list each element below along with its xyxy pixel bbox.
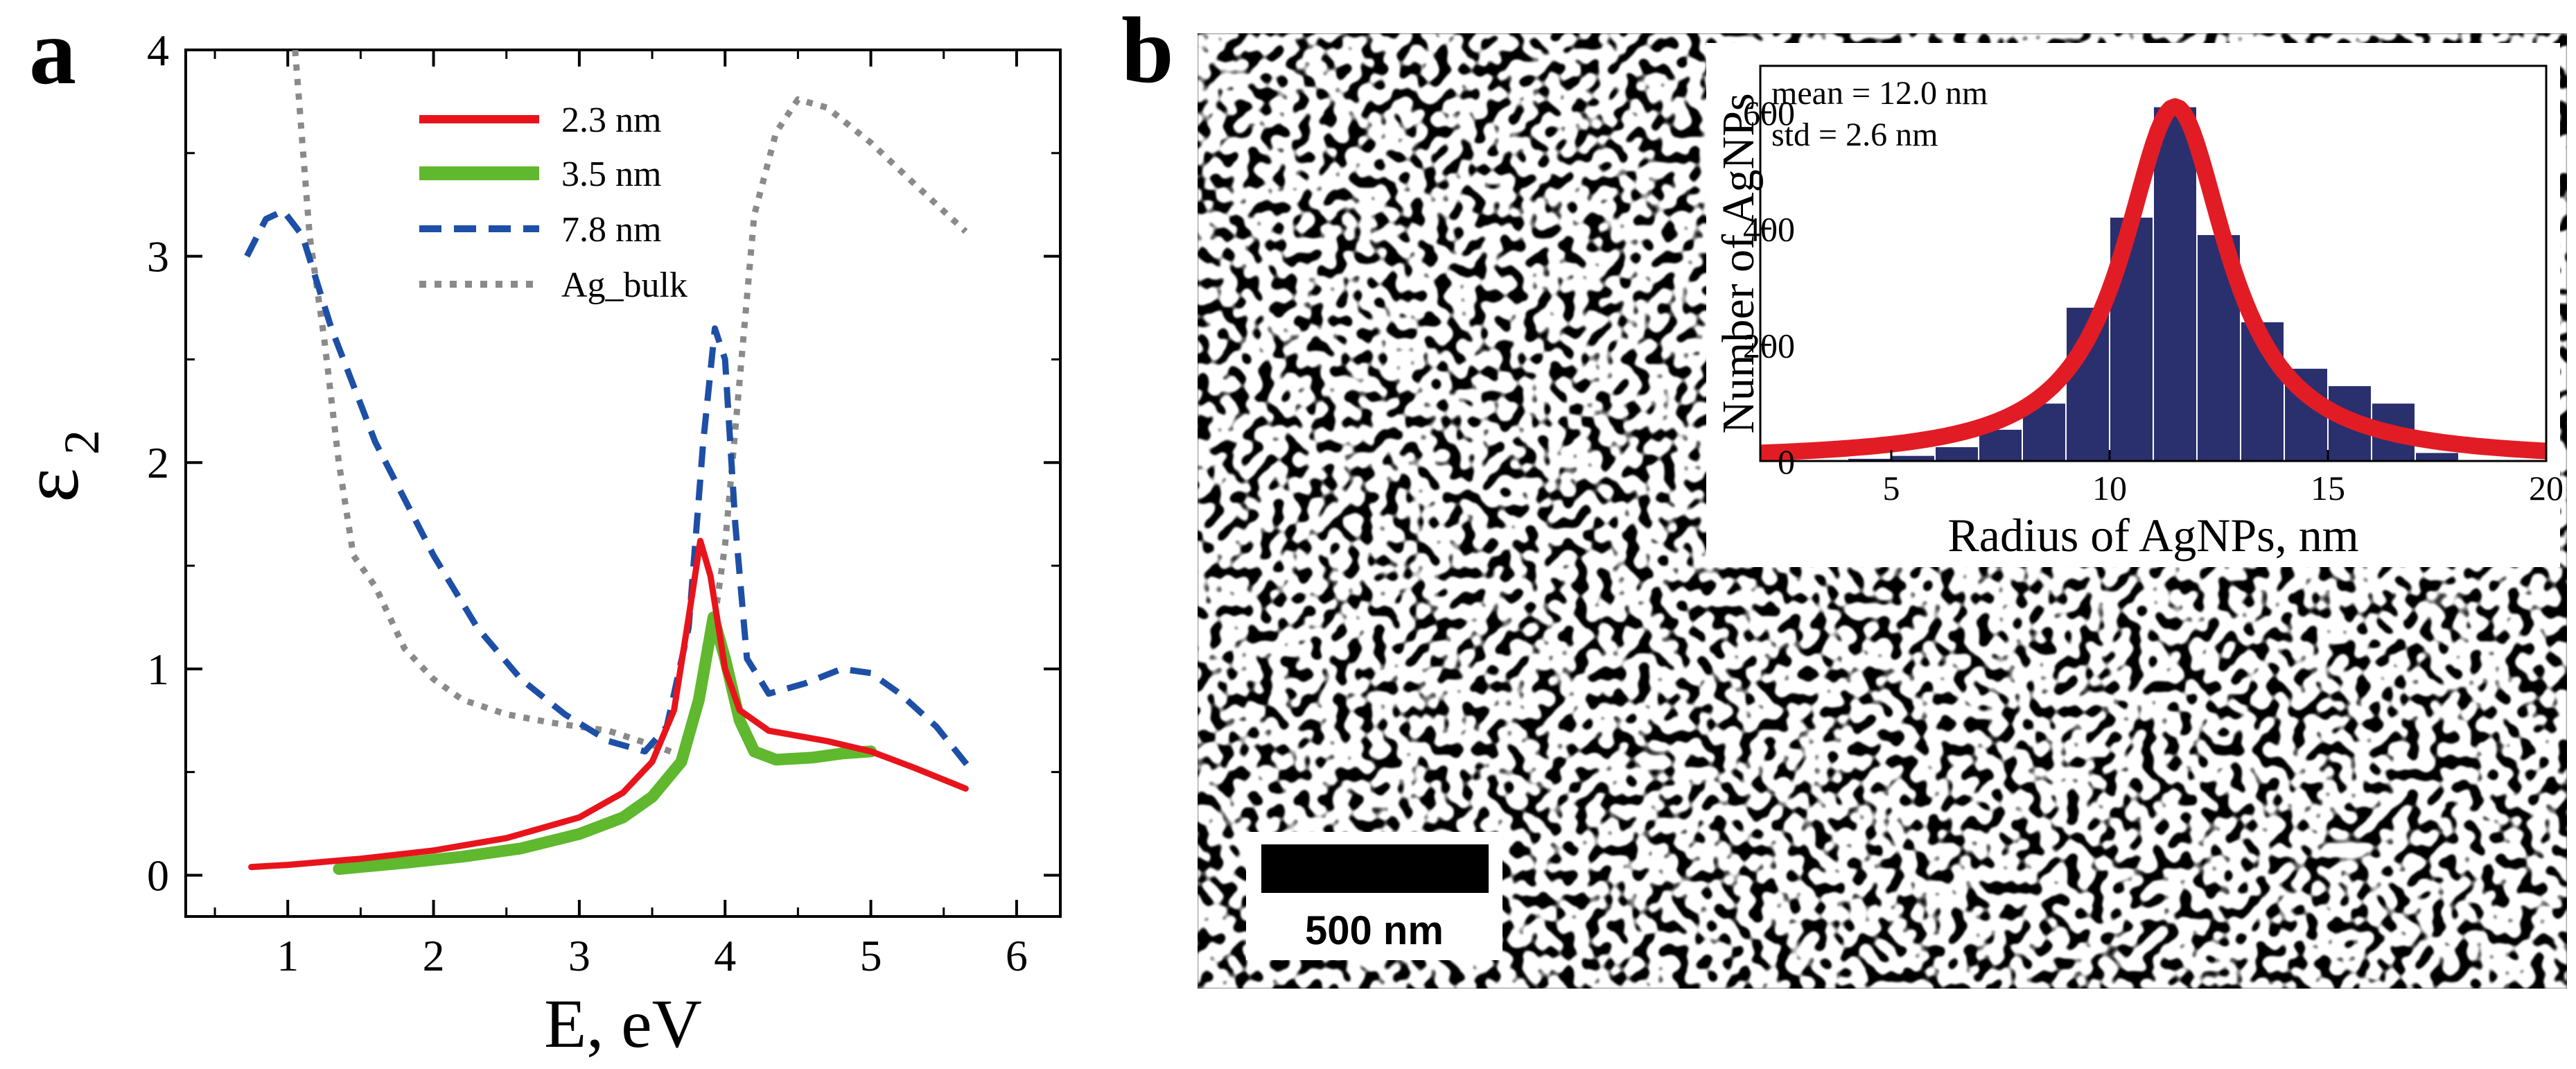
legend-label-7.8nm: 7.8 nm — [561, 210, 661, 250]
scale-bar-label: 500 nm — [1305, 908, 1444, 953]
inset-x-tick-label: 20 — [2529, 469, 2564, 507]
inset-x-axis-label: Radius of AgNPs, nm — [1947, 509, 2358, 562]
y-tick-label: 0 — [147, 851, 169, 900]
x-tick-label: 6 — [1006, 931, 1028, 980]
fit-curve — [1760, 98, 2546, 461]
histogram-bars — [1803, 105, 2503, 461]
inset-y-tick-label: 200 — [1743, 326, 1795, 365]
inset-y-tick-label: 0 — [1778, 442, 1795, 481]
series-line-ag-bulk — [292, 50, 968, 759]
scale-bar — [1261, 844, 1489, 893]
y-axis-label-symbol: ε — [5, 468, 96, 503]
y-tick-label: 3 — [147, 232, 169, 281]
lorentzian-fit — [1760, 98, 2546, 461]
annotation-std: std = 2.6 nm — [1771, 116, 1938, 153]
inset-y-tick-label: 600 — [1743, 94, 1795, 132]
panel-label-a: a — [29, 0, 76, 104]
plot-frame — [184, 49, 1062, 918]
x-tick-label: 3 — [568, 931, 590, 980]
annotation-mean: mean = 12.0 nm — [1771, 75, 1988, 112]
axis-ticks — [186, 49, 1060, 916]
x-tick-label: 1 — [277, 931, 299, 980]
plot-lines — [244, 50, 976, 875]
y-axis-label-subscript: 2 — [54, 430, 109, 455]
y-tick-label: 4 — [147, 26, 169, 75]
series-line-7-8-nm — [244, 207, 976, 774]
legend-label-3.5nm: 3.5 nm — [561, 155, 661, 194]
plot-epsilon2: 1 2 3 4 5 6 0 1 2 3 4 2.3 nm 3.5 nm 7.8 nm Ag_bulk… — [5, 26, 1062, 1062]
y-tick-label: 1 — [147, 645, 169, 694]
inset-ticks — [1760, 111, 2548, 462]
inset-y-tick-label: 400 — [1743, 210, 1795, 249]
legend: 2.3 nm 3.5 nm 7.8 nm Ag_bulk — [419, 101, 687, 305]
inset-x-tick-label: 10 — [2092, 469, 2127, 507]
histogram-bar — [1934, 446, 1979, 461]
legend-label-ag-bulk: Ag_bulk — [561, 266, 687, 305]
panel-label-b: b — [1121, 0, 1174, 103]
histogram-bar — [2153, 105, 2198, 461]
x-axis-label: E, eV — [544, 985, 702, 1062]
legend-label-2.3nm: 2.3 nm — [561, 101, 661, 140]
x-tick-label: 4 — [714, 931, 736, 980]
inset-y-axis-label: Number of AgNPs — [1713, 93, 1764, 433]
inset-x-tick-label: 5 — [1883, 469, 1900, 507]
x-tick-label: 2 — [423, 931, 445, 980]
inset-x-tick-label: 15 — [2311, 469, 2345, 507]
y-tick-label: 2 — [147, 438, 169, 487]
inset-frame — [1759, 64, 2548, 462]
series-line-3-5-nm — [333, 611, 877, 875]
histogram-bar — [2415, 451, 2460, 461]
series-line-2-3-nm — [248, 537, 969, 871]
x-tick-label: 5 — [860, 931, 882, 980]
y-axis-label: ε 2 — [5, 430, 109, 503]
axis-tick-labels: 1 2 3 4 5 6 0 1 2 3 4 — [147, 26, 1028, 980]
